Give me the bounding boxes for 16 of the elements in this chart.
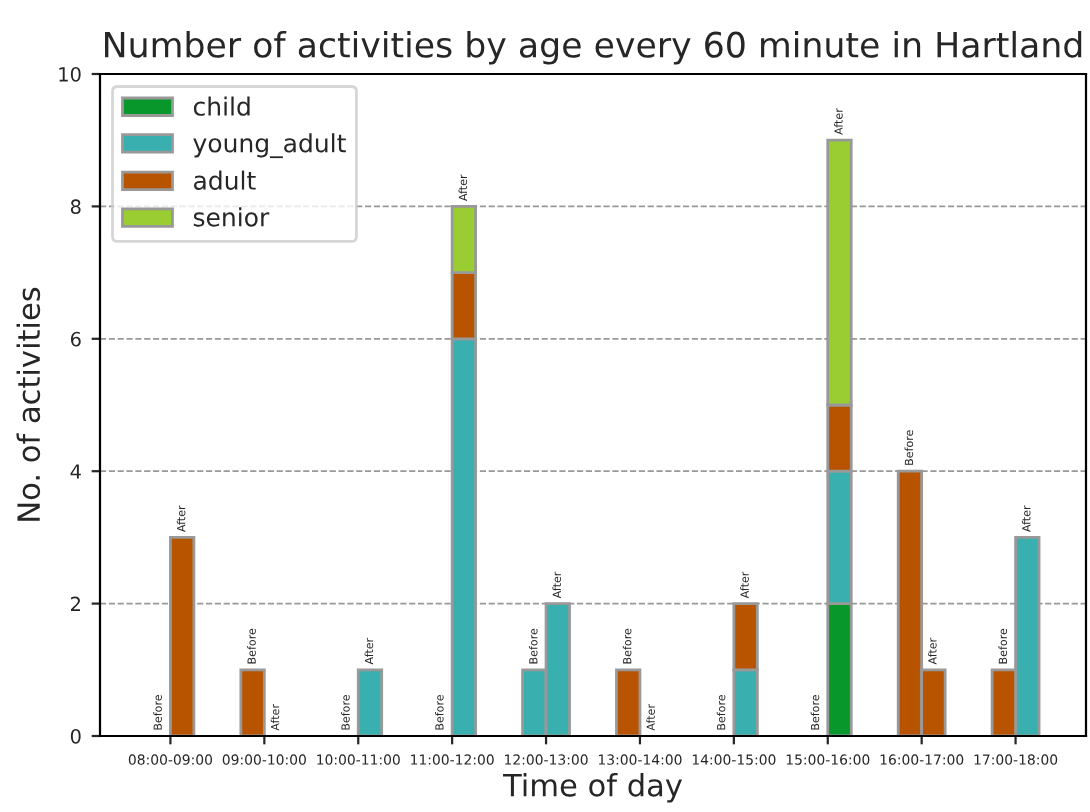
legend-label: adult: [194, 170, 256, 190]
y-tick-label: 4: [70, 464, 81, 479]
y-tick-label: 10: [59, 66, 81, 82]
chart-title: Number of activities by age every 60 minute in Hartland: [105, 30, 1082, 65]
y-tick-label: 6: [70, 331, 81, 347]
y-tick-label: 8: [70, 199, 81, 215]
bar: [239, 668, 266, 736]
legend-label: senior: [193, 207, 270, 227]
bar: [356, 668, 384, 736]
x-axis-title: Time of day: [502, 773, 683, 803]
legend-label: child: [193, 96, 250, 116]
bar: [615, 668, 642, 736]
y-axis-title: No. of activities: [16, 287, 41, 521]
y-tick-label: 0: [70, 728, 81, 744]
y-tick-label: 2: [71, 596, 80, 611]
legend-label: young_adult: [193, 133, 346, 159]
